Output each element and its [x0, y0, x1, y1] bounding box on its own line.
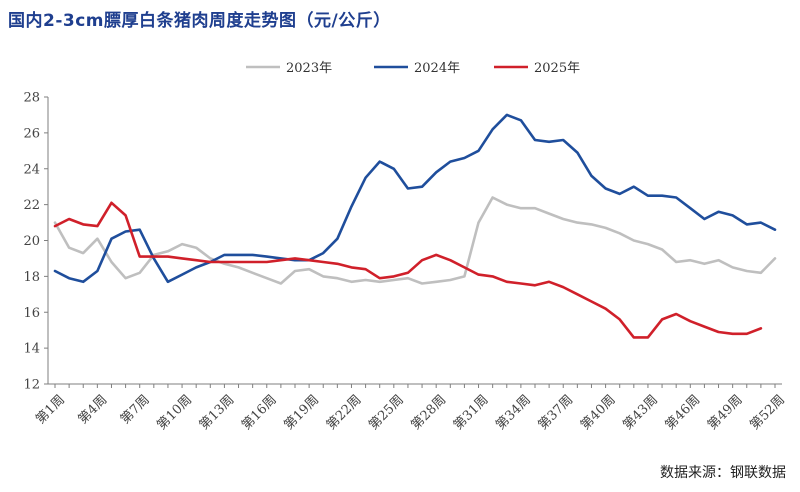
x-tick-label: 第40周 — [578, 392, 619, 433]
y-tick-label: 14 — [23, 342, 40, 357]
x-tick-label: 第1周 — [33, 392, 68, 427]
legend-label-2024年: 2024年 — [414, 61, 460, 76]
y-tick-label: 22 — [23, 198, 40, 213]
chart-title: 国内2-3cm膘厚白条猪肉周度走势图（元/公斤） — [8, 11, 391, 31]
data-source: 数据来源：钢联数据 — [660, 465, 786, 481]
legend-label-2023年: 2023年 — [286, 61, 332, 76]
x-tick-label: 第34周 — [493, 392, 534, 433]
x-tick-label: 第31周 — [451, 392, 492, 433]
x-tick-label: 第22周 — [324, 392, 365, 433]
y-tick-label: 12 — [23, 378, 40, 393]
y-tick-label: 18 — [23, 270, 40, 285]
y-tick-label: 26 — [23, 126, 40, 141]
x-tick-label: 第19周 — [281, 392, 322, 433]
x-tick-label: 第4周 — [76, 392, 111, 427]
x-tick-label: 第43周 — [620, 392, 661, 433]
x-tick-label: 第7周 — [118, 392, 153, 427]
y-tick-label: 24 — [23, 162, 40, 177]
x-tick-label: 第16周 — [239, 392, 280, 433]
x-tick-label: 第10周 — [154, 392, 195, 433]
x-tick-label: 第52周 — [747, 392, 788, 433]
x-tick-label: 第49周 — [705, 392, 746, 433]
x-tick-label: 第28周 — [409, 392, 450, 433]
series-line-2025年 — [53, 201, 763, 339]
x-tick-label: 第37周 — [536, 392, 577, 433]
x-tick-label: 第25周 — [366, 392, 407, 433]
legend-label-2025年: 2025年 — [534, 61, 580, 76]
y-tick-label: 16 — [23, 306, 40, 321]
y-tick-label: 20 — [23, 234, 40, 249]
series-line-2024年 — [53, 113, 777, 284]
series-line-2023年 — [53, 196, 777, 285]
x-tick-label: 第13周 — [197, 392, 238, 433]
x-tick-label: 第46周 — [663, 392, 704, 433]
y-tick-label: 28 — [23, 91, 40, 106]
